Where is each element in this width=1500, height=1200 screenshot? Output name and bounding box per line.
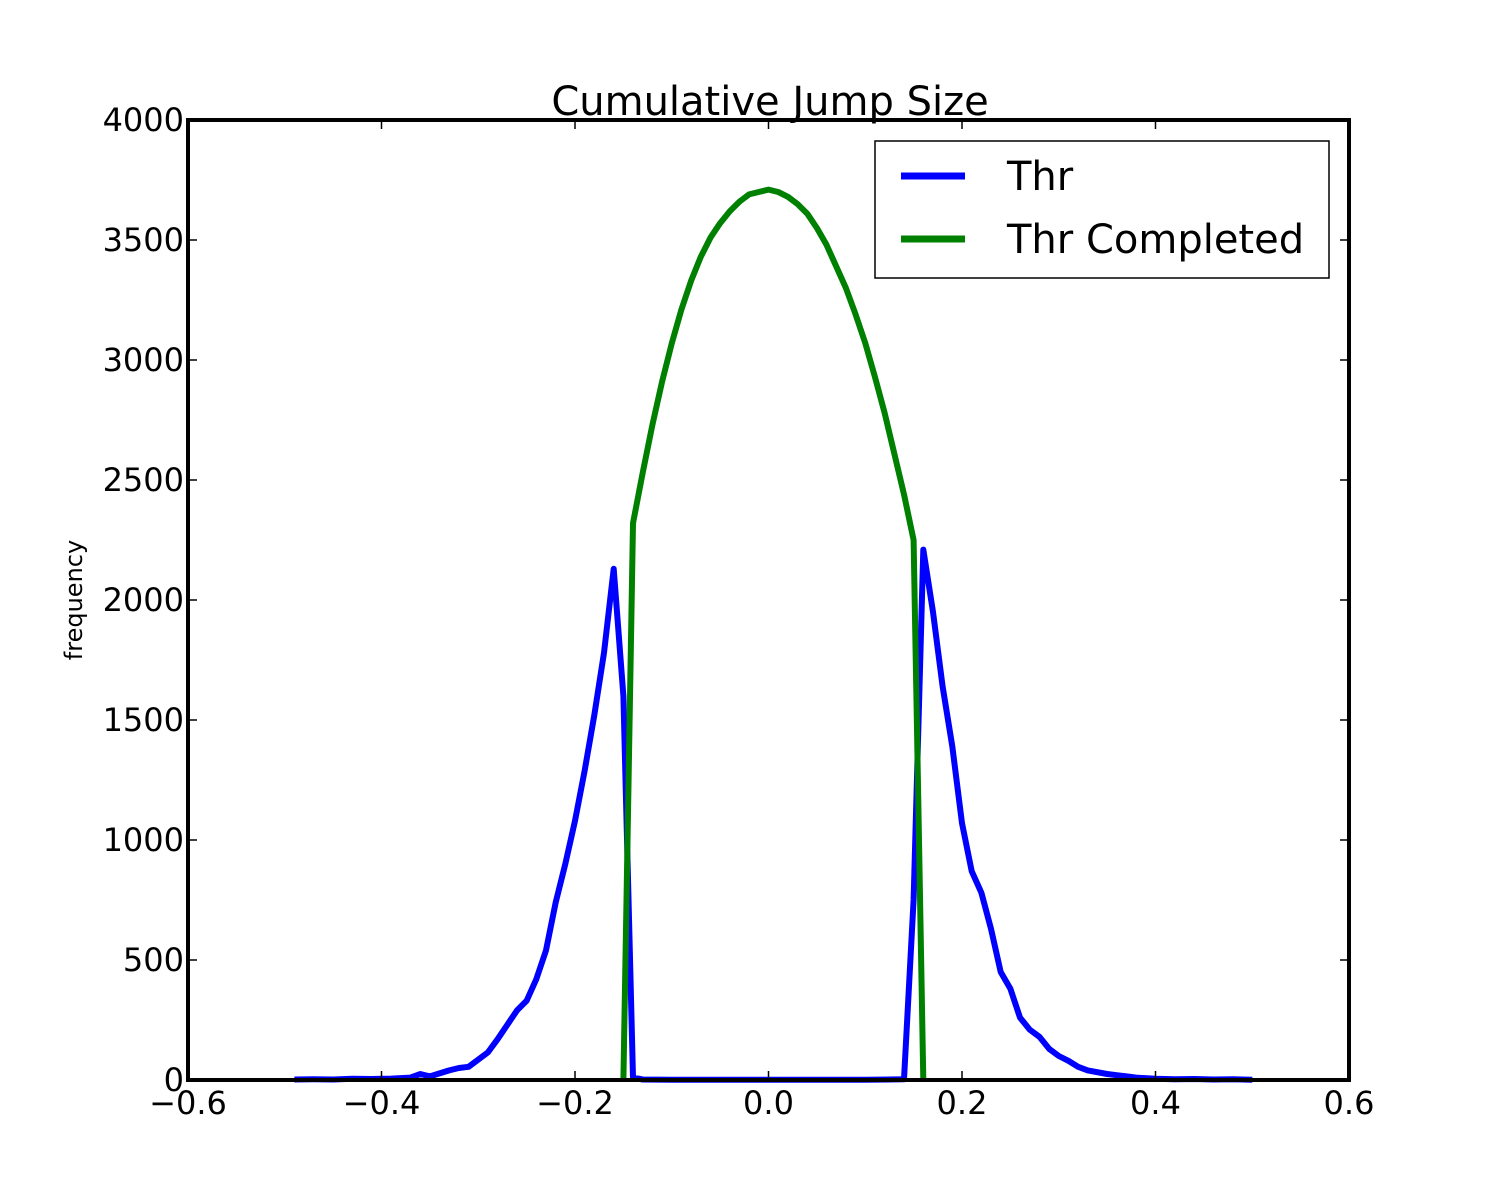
y-tick-label: 3000 — [103, 341, 184, 379]
plot-frame — [186, 118, 1351, 1082]
y-tick-label: 1000 — [103, 821, 184, 859]
y-tick-label: 4000 — [103, 101, 184, 139]
y-axis-label: frequency — [60, 540, 88, 660]
x-tick-label: −0.4 — [343, 1084, 421, 1122]
y-tick-label: 2500 — [103, 461, 184, 499]
legend-frame — [874, 140, 1330, 279]
x-tick-label: 0.4 — [1130, 1084, 1181, 1122]
x-tick-label: 0.2 — [937, 1084, 988, 1122]
y-tick-label: 500 — [123, 941, 184, 979]
y-tick-label: 1500 — [103, 701, 184, 739]
legend-label-thr: Thr — [1006, 154, 1074, 200]
legend: Thr Thr Completed — [874, 140, 1330, 279]
y-tick-label: 2000 — [103, 581, 184, 619]
series-line-thr-completed — [620, 186, 927, 1081]
x-tick-label: −0.6 — [149, 1084, 227, 1122]
x-tick-label: 0.6 — [1324, 1084, 1375, 1122]
plot-background — [188, 120, 1349, 1080]
chart-title: Cumulative Jump Size — [551, 79, 988, 125]
x-tick-label: 0.0 — [743, 1084, 794, 1122]
x-tick-label: −0.2 — [536, 1084, 614, 1122]
y-tick-label: 3500 — [103, 221, 184, 259]
y-tick-label: 0 — [164, 1061, 184, 1099]
legend-label-thr-completed: Thr Completed — [1006, 217, 1304, 263]
tick-layer: −0.6 −0.4 −0.2 0.0 0.2 0.4 0.6 0 500 1000 1500 2000… — [103, 101, 1375, 1122]
